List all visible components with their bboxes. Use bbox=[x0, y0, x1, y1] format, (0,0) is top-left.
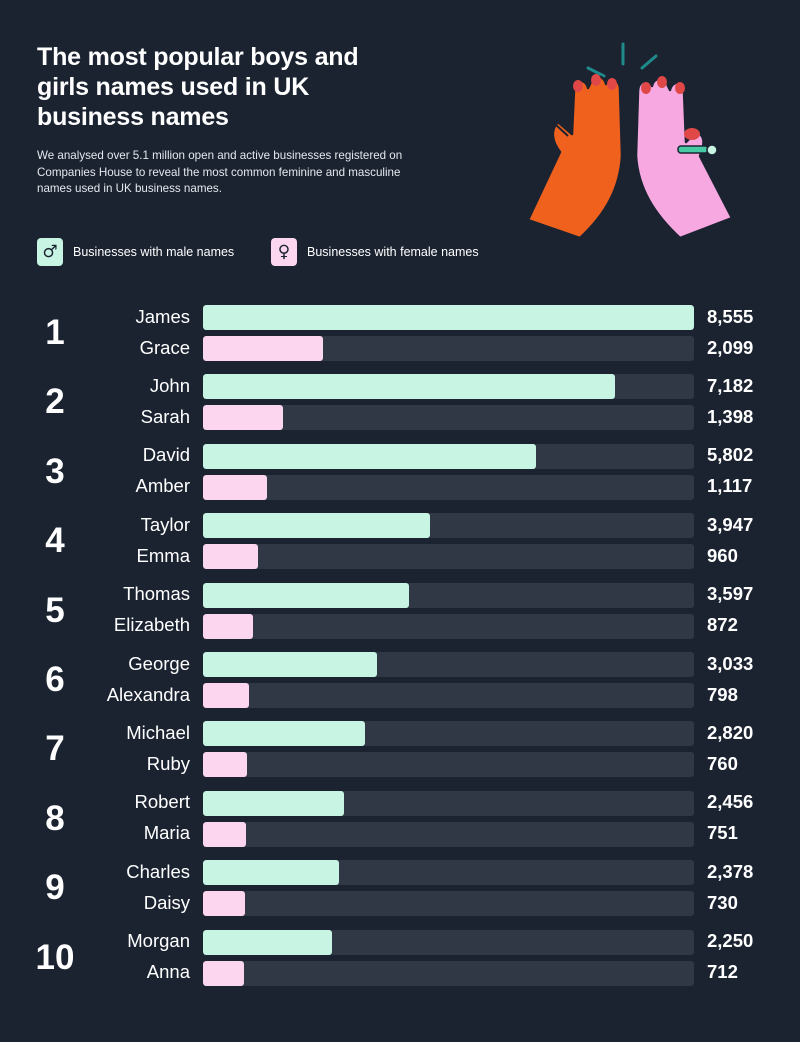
female-bar-track bbox=[203, 752, 694, 778]
male-bar-track bbox=[203, 374, 694, 400]
male-bar bbox=[203, 721, 365, 747]
male-name-label: George bbox=[128, 652, 190, 674]
female-bar bbox=[203, 544, 259, 570]
female-value-label: 1,117 bbox=[707, 475, 753, 497]
rank-number: 5 bbox=[45, 590, 65, 630]
female-bar-track bbox=[203, 821, 694, 847]
male-value-label: 3,947 bbox=[707, 513, 754, 535]
rank-number: 9 bbox=[45, 868, 65, 908]
legend-label-female: Businesses with female names bbox=[307, 245, 479, 259]
male-value-label: 7,182 bbox=[707, 374, 754, 396]
male-bar-track bbox=[203, 790, 694, 816]
male-bar-track bbox=[203, 513, 694, 539]
male-bar bbox=[203, 374, 616, 400]
male-value-label: 8,555 bbox=[707, 305, 754, 327]
legend-item-male: ♂ Businesses with male names bbox=[37, 238, 234, 266]
legend-item-female: ♀ Businesses with female names bbox=[271, 238, 479, 266]
female-bar bbox=[203, 336, 324, 361]
female-value-label: 760 bbox=[707, 752, 738, 774]
female-value-label: 2,099 bbox=[707, 336, 754, 358]
male-bar-track bbox=[203, 929, 694, 955]
male-value-label: 2,456 bbox=[707, 791, 754, 813]
rank-number: 3 bbox=[45, 451, 65, 491]
male-bar-track bbox=[203, 860, 694, 886]
male-symbol-icon: ♂ bbox=[37, 238, 63, 266]
male-bar bbox=[203, 513, 430, 539]
male-name-label: Charles bbox=[126, 860, 190, 882]
male-bar-track bbox=[203, 652, 694, 677]
male-bar bbox=[203, 443, 536, 469]
female-value-label: 960 bbox=[707, 544, 738, 566]
male-bar bbox=[203, 652, 378, 677]
male-bar bbox=[203, 790, 344, 816]
female-value-label: 798 bbox=[707, 683, 738, 705]
male-value-label: 2,250 bbox=[707, 930, 754, 952]
female-name-label: Amber bbox=[135, 475, 191, 497]
female-bar-track bbox=[203, 544, 694, 570]
female-name-label: Elizabeth bbox=[113, 614, 190, 636]
rank-number: 2 bbox=[45, 382, 65, 422]
female-bar bbox=[203, 683, 249, 708]
male-bar bbox=[203, 582, 410, 608]
male-name-label: James bbox=[135, 305, 191, 327]
female-value-label: 730 bbox=[707, 891, 738, 913]
male-bar-track bbox=[203, 305, 694, 330]
female-bar-track bbox=[203, 336, 694, 361]
female-bar bbox=[203, 752, 247, 778]
male-name-label: Morgan bbox=[127, 930, 190, 952]
male-name-label: Thomas bbox=[123, 583, 190, 605]
male-bar-track bbox=[203, 443, 694, 469]
female-value-label: 1,398 bbox=[707, 405, 754, 427]
female-bar bbox=[203, 405, 284, 431]
female-name-label: Emma bbox=[136, 544, 190, 566]
female-name-label: Sarah bbox=[140, 405, 190, 427]
rank-number: 8 bbox=[45, 798, 65, 838]
female-bar-track bbox=[203, 474, 694, 500]
page-title: The most popular boys and girls names us… bbox=[37, 43, 359, 131]
female-bar-track bbox=[203, 960, 694, 986]
female-bar bbox=[203, 474, 268, 500]
male-bar-track bbox=[203, 721, 694, 747]
male-name-label: Michael bbox=[126, 721, 190, 743]
high-five-hands-illustration bbox=[526, 42, 734, 240]
rank-number: 1 bbox=[45, 313, 65, 352]
female-name-label: Daisy bbox=[143, 891, 190, 913]
male-name-label: David bbox=[142, 444, 190, 466]
female-value-label: 712 bbox=[707, 961, 738, 983]
female-bar bbox=[203, 960, 244, 986]
female-symbol-icon: ♀ bbox=[271, 238, 297, 266]
female-bar-track bbox=[203, 405, 694, 431]
female-name-label: Ruby bbox=[146, 752, 190, 774]
male-value-label: 3,597 bbox=[707, 583, 754, 605]
male-name-label: John bbox=[149, 374, 190, 396]
rank-number: 4 bbox=[45, 521, 65, 561]
male-value-label: 2,378 bbox=[707, 860, 754, 882]
male-value-label: 5,802 bbox=[707, 444, 754, 466]
female-bar bbox=[203, 891, 245, 917]
rank-number: 7 bbox=[45, 729, 65, 769]
male-value-label: 3,033 bbox=[707, 652, 754, 674]
female-name-label: Alexandra bbox=[106, 683, 190, 705]
male-bar bbox=[203, 305, 694, 330]
female-bar bbox=[203, 821, 247, 847]
male-name-label: Robert bbox=[134, 791, 190, 813]
page-subtitle: We analysed over 5.1 million open and ac… bbox=[37, 149, 403, 195]
female-bar bbox=[203, 613, 254, 639]
rank-number: 10 bbox=[35, 937, 75, 977]
male-bar-track bbox=[203, 582, 694, 608]
female-value-label: 751 bbox=[707, 822, 738, 844]
male-name-label: Taylor bbox=[140, 513, 190, 535]
female-name-label: Maria bbox=[143, 822, 190, 844]
female-value-label: 872 bbox=[707, 614, 738, 636]
male-bar bbox=[203, 929, 333, 955]
female-bar-track bbox=[203, 891, 694, 917]
female-name-label: Anna bbox=[146, 961, 190, 983]
female-bar-track bbox=[203, 683, 694, 708]
female-name-label: Grace bbox=[139, 336, 190, 358]
male-value-label: 2,820 bbox=[707, 721, 754, 743]
male-bar bbox=[203, 860, 340, 886]
legend-label-male: Businesses with male names bbox=[73, 245, 235, 259]
female-bar-track bbox=[203, 613, 694, 639]
rank-number: 6 bbox=[45, 660, 65, 699]
